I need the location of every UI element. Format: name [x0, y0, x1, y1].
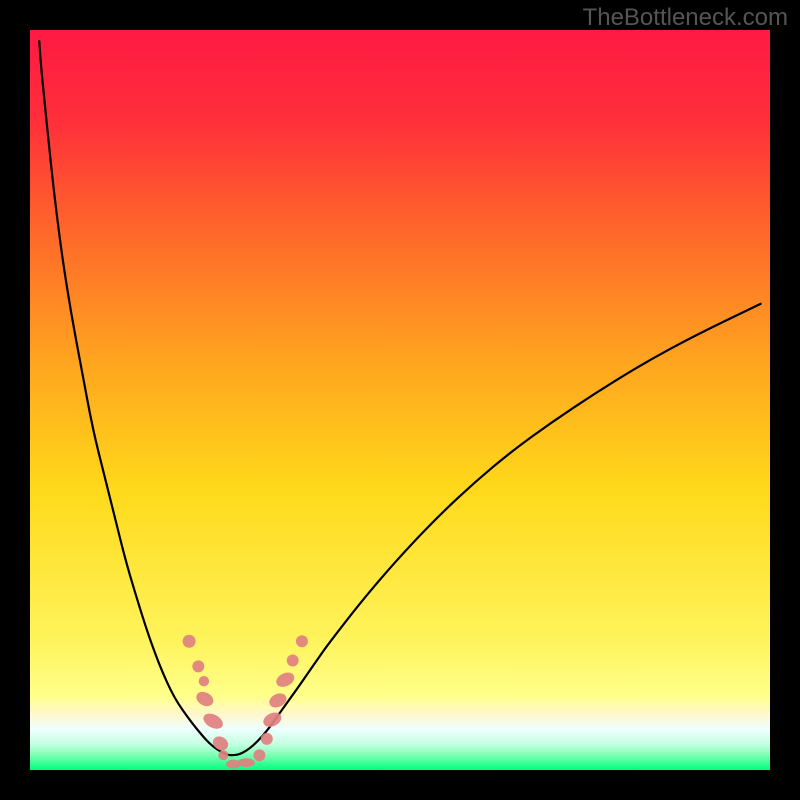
data-marker [201, 710, 226, 731]
data-marker [296, 635, 308, 647]
data-marker [183, 635, 196, 648]
data-marker [238, 758, 255, 767]
data-marker [261, 710, 284, 730]
data-marker [261, 733, 273, 745]
data-marker [274, 670, 297, 690]
data-marker [199, 676, 209, 686]
data-marker [194, 689, 216, 709]
data-marker [253, 749, 265, 761]
data-marker [192, 660, 204, 672]
data-marker [218, 750, 228, 760]
data-markers [30, 30, 770, 770]
data-marker [287, 654, 299, 666]
data-marker [210, 734, 230, 754]
plot-area [30, 30, 770, 770]
data-marker [267, 691, 289, 711]
watermark-text: TheBottleneck.com [583, 4, 788, 32]
chart-container: TheBottleneck.com [0, 0, 800, 800]
